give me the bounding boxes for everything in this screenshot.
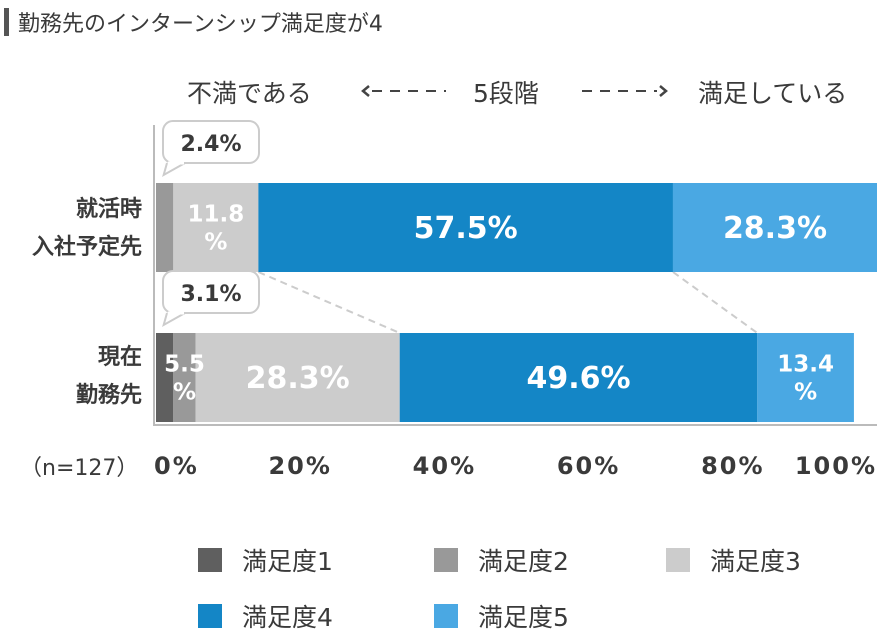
x-tick-label: 60% [557, 452, 620, 480]
bar-segment-r0-5 [672, 183, 877, 272]
chart-title: 勤務先のインターンシップ満足度が4 [18, 12, 383, 37]
scale-left-label: 不満である [187, 79, 312, 108]
x-tick-label: 20% [268, 452, 331, 480]
bar-segment-r0-2 [156, 183, 174, 272]
data-label-r0-3: % [204, 230, 227, 256]
row-label-1: 現在 勤務先 [75, 345, 142, 408]
stacked-bar-chart: 11.8% 57.5% 28.3% 5.5% 28.3% 49.6% 13.4% 0% 20% 4… [153, 85, 877, 480]
data-label-r0-3: 11.8 [187, 202, 244, 228]
title-accent-bar [4, 8, 9, 36]
bar-segment-r0-3 [173, 183, 259, 272]
legend-item-2: 満足度2 [434, 543, 569, 577]
callout-box [162, 270, 260, 314]
data-label-r1-2: 5.5 [164, 352, 205, 378]
connector-line [672, 271, 758, 334]
callout-bubble-1 [162, 270, 260, 328]
data-label-r1-2: % [173, 380, 196, 406]
x-tick-label: 80% [701, 452, 764, 480]
legend-item-4: 満足度4 [198, 599, 333, 633]
sample-size-label: （n=127） [20, 456, 139, 481]
scale-right-label: 満足している [698, 79, 848, 108]
callout-pointer [162, 162, 186, 178]
callout-label-1: 3.1% [180, 282, 241, 307]
data-label-r1-5: 13.4 [777, 352, 834, 378]
row-label-0: 就活時 入社予定先 [31, 197, 142, 260]
connector-line [257, 271, 401, 334]
callout-pointer [162, 312, 186, 328]
bar-segment-r0-4 [258, 183, 673, 272]
legend-swatch [666, 548, 690, 572]
callout-box [162, 120, 260, 164]
legend-item-5: 満足度5 [434, 599, 569, 633]
legend-item-3: 満足度3 [666, 543, 801, 577]
scale-middle-label: 5段階 [473, 79, 539, 108]
arrow-left-icon [361, 85, 370, 97]
callout-bubble-0 [162, 120, 260, 178]
data-label-r1-3: 28.3% [246, 361, 350, 396]
bar-segment-r1-5 [757, 333, 854, 422]
x-tick-label: 40% [413, 452, 476, 480]
data-label-r1-5: % [794, 380, 817, 406]
arrow-right-icon [659, 85, 668, 97]
legend-item-1: 満足度1 [198, 543, 333, 577]
data-label-r0-5: 28.3% [723, 211, 827, 246]
data-label-r1-4: 49.6% [526, 361, 630, 396]
x-tick-label: 0% [154, 452, 199, 480]
data-label-r0-4: 57.5% [414, 211, 518, 246]
legend-swatch [434, 604, 458, 628]
callout-label-0: 2.4% [180, 132, 241, 157]
x-tick-label: 100% [795, 452, 877, 480]
legend-swatch [198, 604, 222, 628]
bar-segment-r1-4 [399, 333, 758, 422]
bar-segment-r1-1 [156, 333, 174, 422]
bar-segment-r1-2 [173, 333, 196, 422]
legend-swatch [198, 548, 222, 572]
legend-swatch [434, 548, 458, 572]
bar-segment-r1-3 [195, 333, 400, 422]
